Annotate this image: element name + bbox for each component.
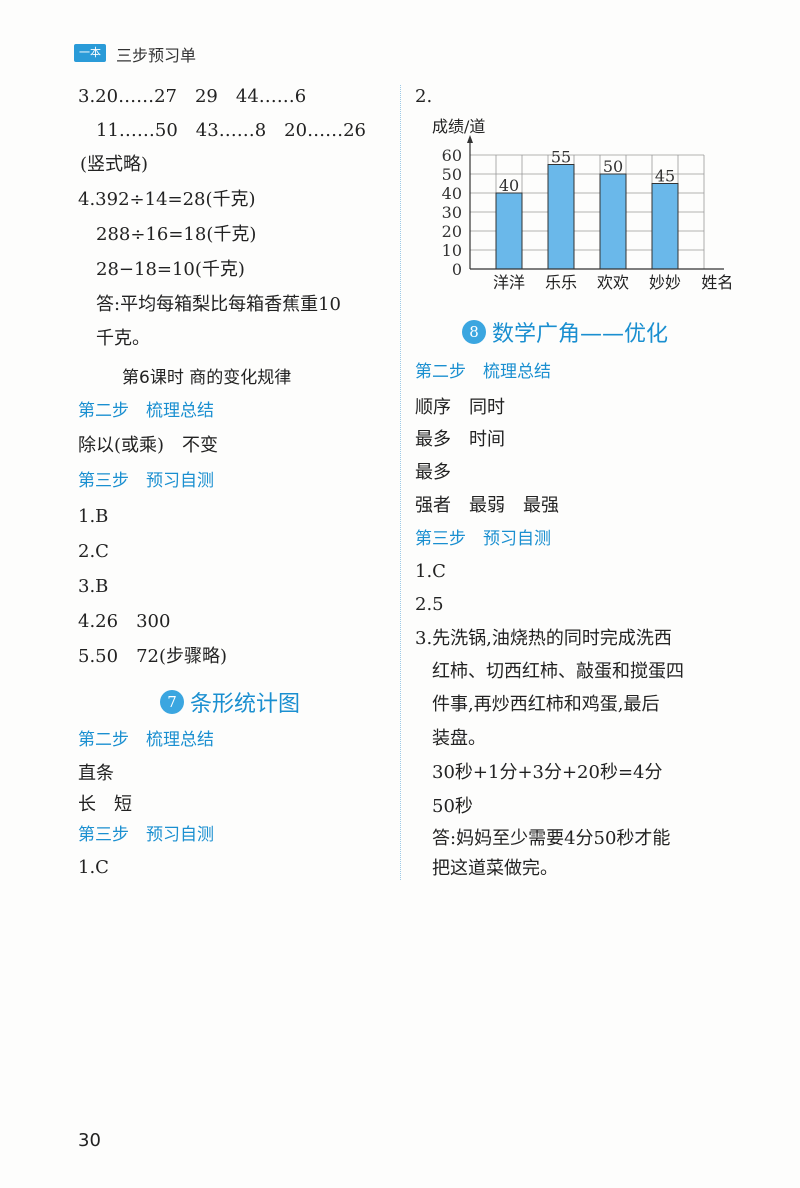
answer-line: 3.先洗锅,油烧热的同时完成洗西 <box>415 628 672 649</box>
unit-title: 条形统计图 <box>190 692 301 717</box>
answer-line: 答:平均每箱梨比每箱香蕉重10 <box>96 294 341 315</box>
x-tick-label: 洋洋 <box>493 273 525 292</box>
bar <box>651 183 679 270</box>
answer-line: 1.B <box>78 506 109 527</box>
unit-8-heading: 8 数学广角——优化 <box>462 316 668 348</box>
section-heading: 第二步 梳理总结 <box>78 730 214 750</box>
answer-line: 4.392÷14=28(千克) <box>78 189 256 210</box>
data-label: 45 <box>655 167 675 186</box>
answer-line: 红柿、切西红柿、敲蛋和搅蛋四 <box>432 661 684 682</box>
answer-line: 装盘。 <box>432 728 486 749</box>
answer-line: 4.26 300 <box>78 611 171 632</box>
bar <box>495 192 523 270</box>
x-tick-label: 欢欢 <box>597 273 629 292</box>
y-tick-label: 30 <box>442 203 462 222</box>
unit-7-heading: 7 条形统计图 <box>160 686 300 718</box>
y-tick-label: 60 <box>442 146 462 165</box>
y-tick-label: 10 <box>442 241 462 260</box>
section-heading: 第三步 预习自测 <box>78 825 214 845</box>
answer-line: 直条 <box>78 763 114 784</box>
column-divider <box>400 85 401 880</box>
x-axis-label: 姓名 <box>701 273 733 292</box>
answer-line: 3.B <box>78 576 109 597</box>
section-heading: 第二步 梳理总结 <box>78 401 214 421</box>
unit-title: 数学广角——优化 <box>492 322 669 347</box>
answer-line: 3.20……27 29 44……6 <box>78 86 307 107</box>
header-title: 三步预习单 <box>116 46 197 65</box>
data-label: 55 <box>551 148 571 167</box>
answer-line: 把这道菜做完。 <box>432 858 558 879</box>
answer-line: 1.C <box>415 561 446 582</box>
page-number: 30 <box>78 1130 101 1151</box>
answer-line: (竖式略) <box>80 154 149 175</box>
unit-number: 8 <box>462 320 486 344</box>
data-label: 50 <box>603 157 623 176</box>
answer-line: 5.50 72(步骤略) <box>78 646 228 667</box>
bar <box>547 164 575 270</box>
answer-line: 强者 最弱 最强 <box>415 495 559 516</box>
answer-line: 50秒 <box>432 796 473 817</box>
section-heading: 第三步 预习自测 <box>78 471 214 491</box>
answer-line: 11……50 43……8 20……26 <box>96 120 366 141</box>
section-heading: 第二步 梳理总结 <box>415 362 551 382</box>
section-heading: 第三步 预习自测 <box>415 529 551 549</box>
answer-line: 答:妈妈至少需要4分50秒才能 <box>432 828 671 849</box>
answer-line: 千克。 <box>96 328 150 349</box>
answer-line: 1.C <box>78 857 109 878</box>
y-axis-arrow-icon <box>467 135 473 143</box>
answer-line: 最多 时间 <box>415 429 505 450</box>
answer-line: 30秒+1分+3分+20秒=4分 <box>432 762 663 783</box>
answer-line: 除以(或乘) 不变 <box>78 435 219 456</box>
answer-line: 长 短 <box>78 794 132 815</box>
answer-line: 2. <box>415 86 433 107</box>
brand-logo: 一本 <box>74 44 106 62</box>
answer-line: 2.C <box>78 541 109 562</box>
y-tick-label: 0 <box>452 260 462 279</box>
answer-line: 件事,再炒西红柿和鸡蛋,最后 <box>432 694 660 715</box>
x-tick-label: 乐乐 <box>545 273 577 292</box>
lesson-title: 第6课时 商的变化规律 <box>122 368 292 388</box>
answer-line: 最多 <box>415 462 451 483</box>
y-tick-label: 20 <box>442 222 462 241</box>
answer-line: 顺序 同时 <box>415 397 505 418</box>
y-tick-label: 40 <box>442 184 462 203</box>
answer-line: 2.5 <box>415 594 444 615</box>
y-tick-label: 50 <box>442 165 462 184</box>
unit-number: 7 <box>160 690 184 714</box>
answer-line: 28−18=10(千克) <box>96 259 245 280</box>
bar <box>599 173 627 270</box>
x-tick-label: 妙妙 <box>649 273 681 292</box>
answer-line: 288÷16=18(千克) <box>96 224 257 245</box>
y-axis-label: 成绩/道 <box>432 117 485 136</box>
data-label: 40 <box>499 176 519 195</box>
